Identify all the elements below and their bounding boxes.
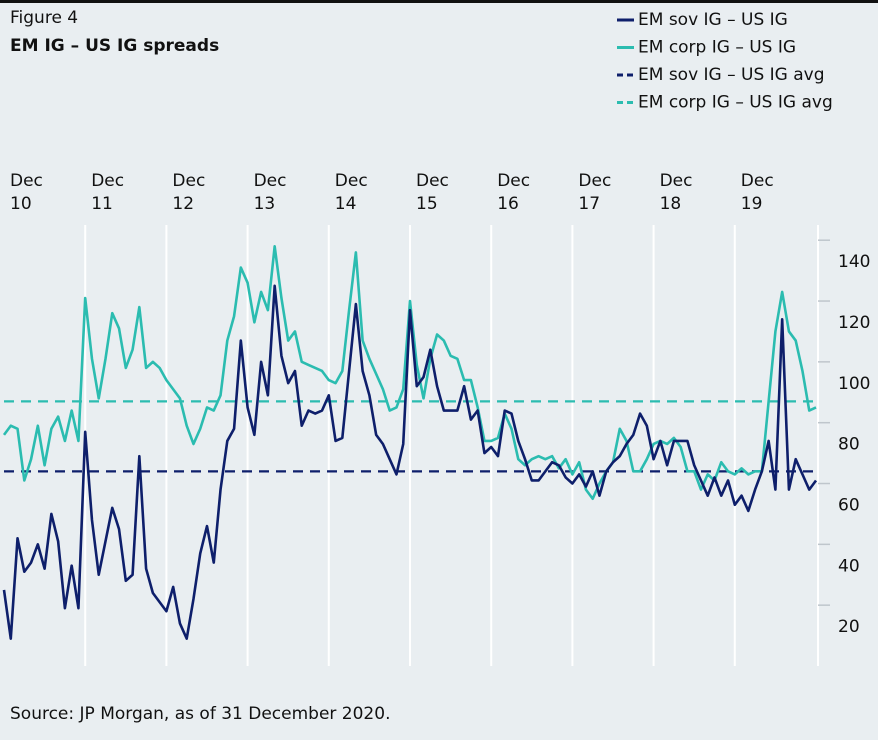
y-tick-label: 80 [838,435,860,455]
y-tick-label: 140 [838,252,870,272]
x-tick-label: Dec 12 [172,171,206,214]
legend-label: EM corp IG – US IG [638,38,796,58]
x-tick-label: Dec 18 [659,171,693,214]
y-tick-label: 100 [838,374,870,394]
x-tick-label: Dec 14 [334,171,368,214]
legend-label: EM corp IG – US IG avg [638,93,833,113]
x-tick-label: Dec 16 [497,171,531,214]
y-tick-label: 20 [838,617,860,637]
x-tick-label: Dec 10 [10,171,43,214]
legend-label: EM sov IG – US IG [638,10,788,30]
x-tick-label: Dec 19 [740,171,774,214]
chart-title: Figure 4 [10,8,79,28]
top-rule [0,0,878,3]
x-tick-label: Dec 15 [416,171,449,214]
y-tick-label: 60 [838,496,860,516]
series-line [2,244,817,501]
x-tick-label: Dec 17 [578,171,612,214]
chart-subtitle: EM IG – US IG spreads [10,36,220,56]
y-tick-label: 120 [838,313,870,333]
series-line [2,284,818,640]
y-tick-label: 40 [838,556,860,576]
legend-label: EM sov IG – US IG avg [638,65,825,85]
source-note: Source: JP Morgan, as of 31 December 202… [10,704,391,724]
x-tick-label: Dec 13 [253,171,287,214]
x-tick-label: Dec 11 [91,171,125,214]
